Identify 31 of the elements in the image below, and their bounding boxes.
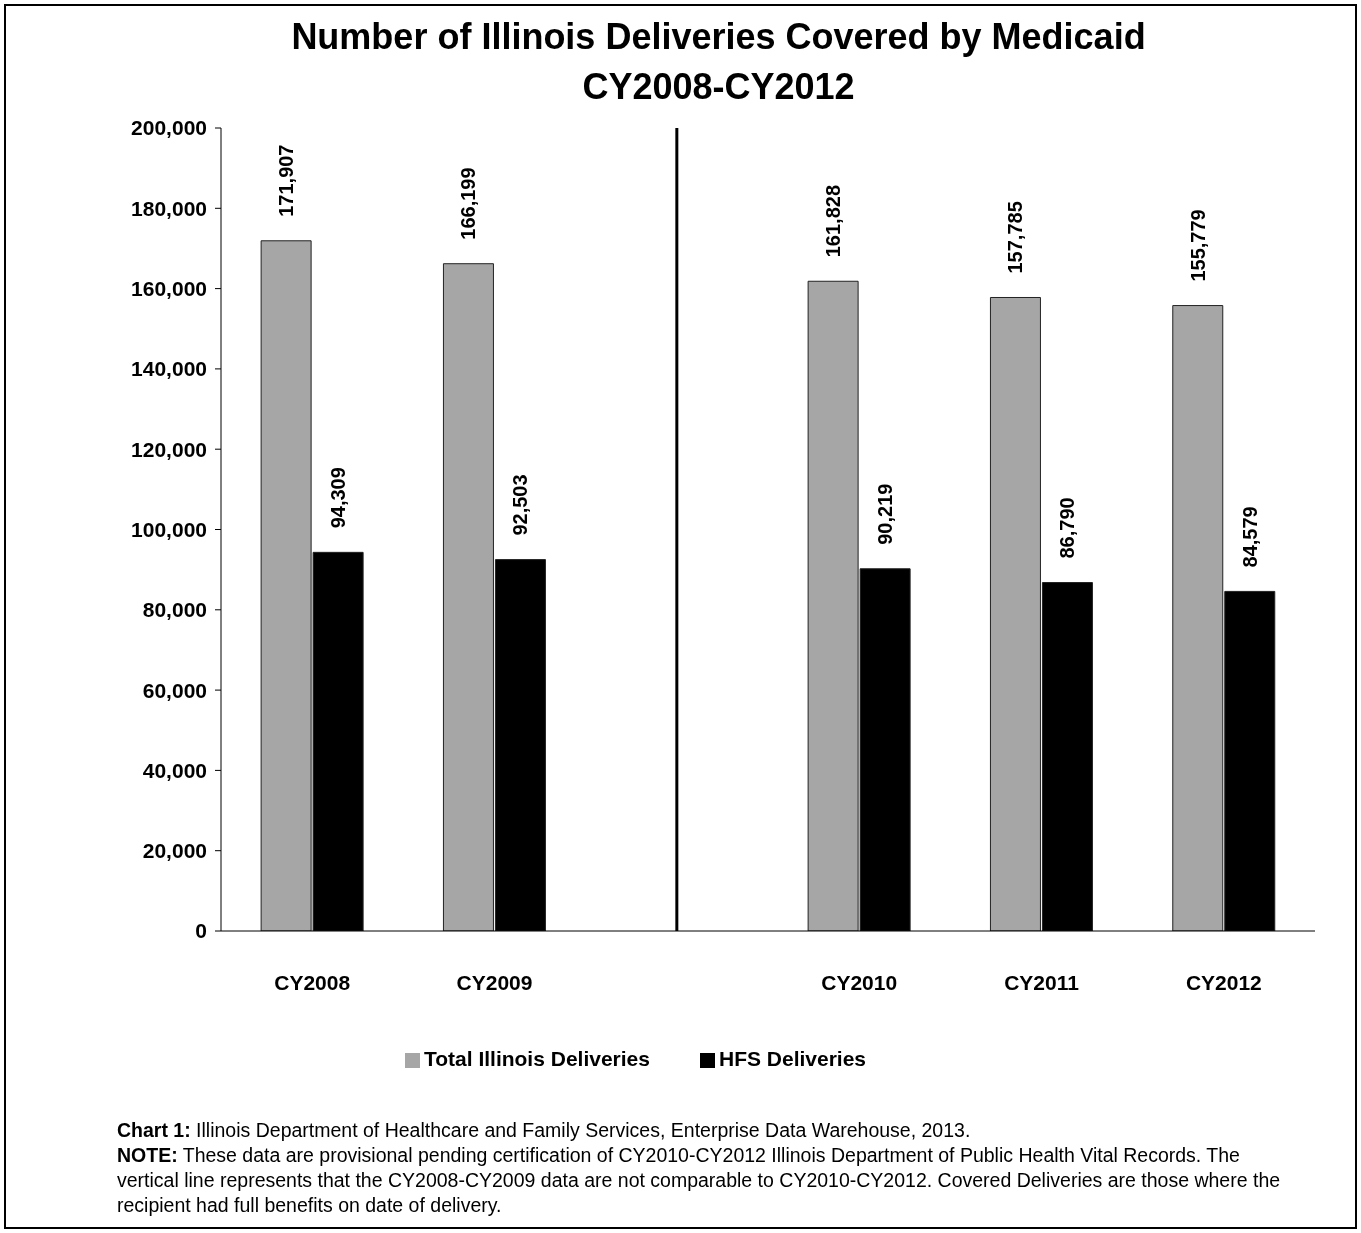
x-tick-label: CY2009 (456, 970, 533, 994)
y-tick-label: 160,000 (131, 277, 207, 301)
y-tick-label: 60,000 (142, 678, 207, 702)
legend-label: HFS Deliveries (718, 1047, 867, 1070)
data-label: 86,790 (1056, 497, 1079, 559)
x-tick-label: CY2008 (274, 970, 351, 994)
data-label: 92,503 (509, 474, 532, 536)
x-tick-label: CY2010 (821, 970, 898, 994)
data-label: 94,309 (327, 467, 350, 529)
y-tick-label: 40,000 (142, 758, 207, 782)
y-tick-label: 180,000 (131, 196, 207, 220)
data-label: 84,579 (1238, 506, 1261, 568)
caption: Chart 1: Illinois Department of Healthcare and Family Services, Enterprise Data Warehouse, 2013. (117, 1118, 972, 1143)
data-label: 161,828 (822, 184, 845, 258)
y-tick-label: 140,000 (131, 357, 207, 381)
y-tick-label: 120,000 (131, 437, 207, 461)
y-tick-label: 80,000 (142, 598, 207, 622)
x-tick-label: CY2011 (1004, 970, 1080, 994)
legend-label: Total Illinois Deliveries (423, 1047, 650, 1070)
data-label: 155,779 (1186, 209, 1209, 282)
data-label: 90,219 (874, 483, 897, 545)
data-label: 166,199 (457, 167, 480, 240)
data-label: 171,907 (275, 144, 298, 217)
y-tick-label: 0 (195, 919, 207, 943)
text: NOTE: These data are provisional pending certification of CY2010-CY2012 Illinois Department of Public Health Vital Records. The vertical line represents that the CY2008-CY2009 data are not comparable to CY2010-CY2012. Covered Deliveries are those where the recipient had full benefits on date of delivery. (117, 1143, 1282, 1218)
y-tick-label: 200,000 (131, 116, 207, 140)
data-label: 157,785 (1004, 201, 1027, 274)
chart-title: Number of Illinois Deliveries Covered by Medicaid CY2008-CY2012 (290, 15, 1147, 109)
y-tick-label: 100,000 (131, 517, 207, 541)
y-tick-label: 20,000 (142, 839, 207, 863)
x-tick-label: CY2012 (1185, 970, 1262, 994)
